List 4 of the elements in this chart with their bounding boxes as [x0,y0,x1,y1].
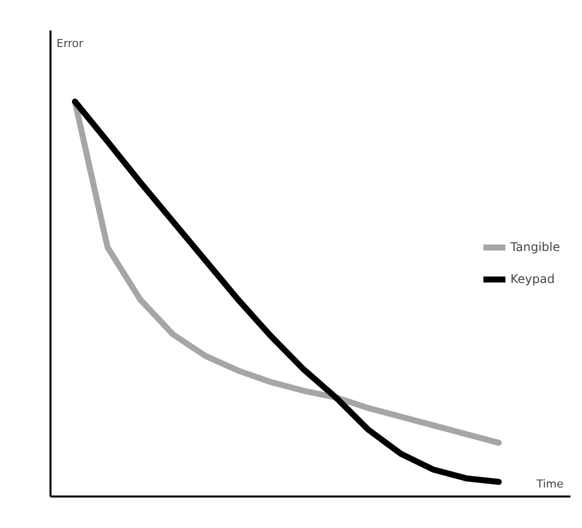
legend-label: Tangible [510,240,560,254]
x-axis-title: Time [536,478,564,490]
y-axis-title: Error [56,37,84,50]
legend-label: Keypad [510,272,555,286]
